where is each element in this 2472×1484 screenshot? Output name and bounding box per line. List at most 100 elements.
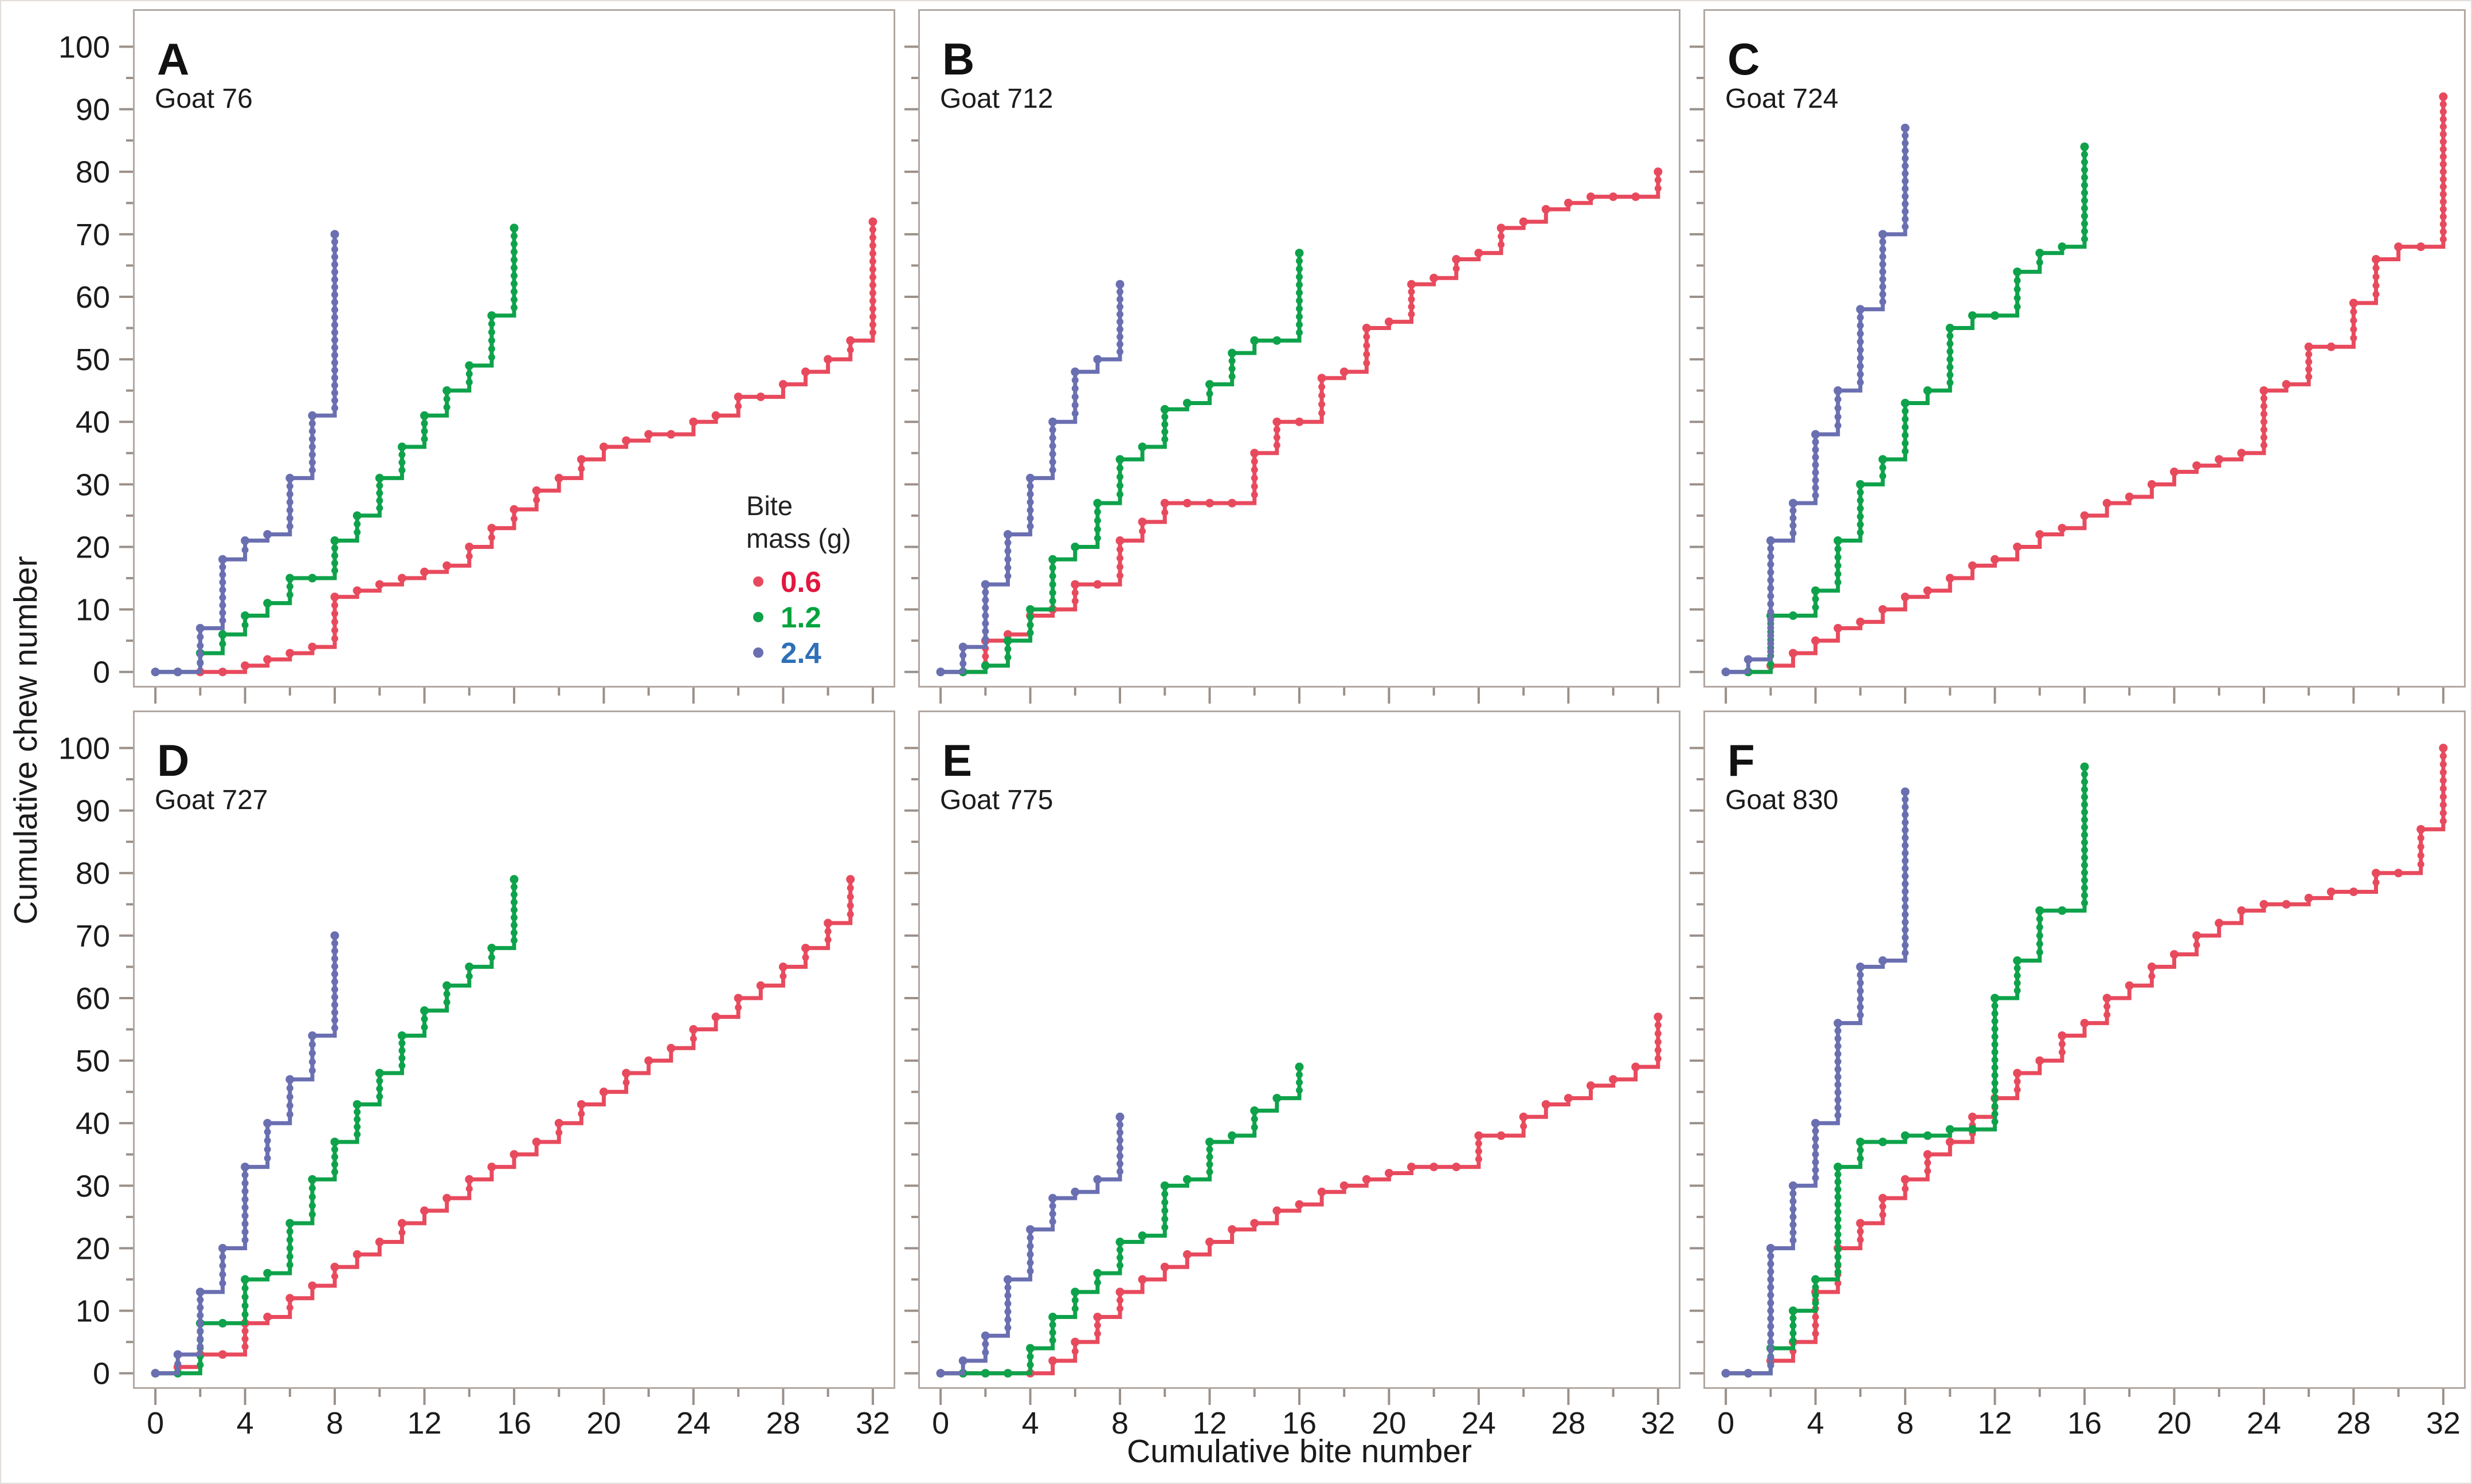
data-point: [1160, 405, 1169, 414]
data-point: [599, 1088, 608, 1097]
data-point: [532, 486, 541, 495]
legend-title-line1: Bite: [746, 490, 793, 521]
data-point: [1811, 1275, 1820, 1284]
chew-dot: [2081, 794, 2088, 801]
data-point: [1228, 348, 1237, 358]
data-point: [263, 1269, 272, 1278]
chew-dot: [2081, 884, 2088, 892]
chew-dot: [1812, 595, 1819, 603]
data-point: [1564, 198, 1573, 207]
chew-dot: [488, 345, 495, 352]
x-tick-label: 20: [1372, 1406, 1406, 1440]
x-tick-label: 12: [407, 1406, 441, 1440]
chew-dot: [1139, 528, 1146, 535]
chew-dot: [331, 268, 339, 276]
chew-dot: [511, 264, 518, 272]
data-point: [689, 417, 698, 426]
data-point: [1295, 1062, 1304, 1071]
legend-entry-2.4: 2.4: [746, 635, 930, 670]
chew-dot: [1902, 223, 1909, 230]
chew-dot: [2439, 183, 2447, 190]
data-point: [465, 542, 474, 551]
chew-dot: [1834, 1193, 1842, 1200]
chew-dot: [2193, 941, 2200, 949]
chew-dot: [1902, 132, 1909, 139]
chew-dot: [1206, 1146, 1213, 1153]
data-point: [1721, 1369, 1730, 1378]
chew-dot: [1991, 1079, 1999, 1087]
chew-dot: [1834, 1246, 1842, 1253]
data-point: [1496, 223, 1506, 233]
chew-dot: [511, 883, 518, 890]
y-tick-label: 80: [76, 155, 110, 190]
data-point: [1160, 1262, 1169, 1271]
chew-dot: [2439, 131, 2447, 138]
chew-dot: [1834, 553, 1842, 561]
chew-dot: [1296, 273, 1303, 281]
data-point: [1295, 249, 1304, 258]
chew-dot: [1767, 1338, 1774, 1346]
chew-dot: [241, 1311, 249, 1318]
chew-dot: [2350, 334, 2357, 341]
chew-dot: [2013, 285, 2021, 293]
chew-dot: [331, 351, 339, 359]
chew-dot: [1116, 1137, 1124, 1144]
chew-dot: [286, 1228, 293, 1235]
chew-dot: [1049, 1210, 1056, 1218]
chew-dot: [1834, 1171, 1842, 1178]
chew-dot: [354, 520, 361, 528]
y-tick-label: 40: [76, 1106, 110, 1141]
y-tick-label: 40: [76, 405, 110, 439]
chew-dot: [354, 1116, 361, 1123]
chew-dot: [1116, 563, 1124, 571]
chew-dot: [1834, 1058, 1842, 1065]
chew-dot: [331, 306, 339, 313]
chew-dot: [1879, 472, 1886, 480]
chew-dot: [2439, 198, 2447, 206]
data-point: [465, 361, 474, 370]
chew-dot: [1812, 1151, 1819, 1158]
chew-dot: [331, 1009, 339, 1016]
chew-dot: [1408, 296, 1415, 303]
chew-dot: [1094, 1330, 1101, 1337]
chew-dot: [1991, 1018, 1999, 1025]
data-point: [487, 524, 496, 533]
chew-dot: [1834, 1238, 1842, 1246]
chew-dot: [1834, 422, 1842, 429]
chew-dot: [1856, 505, 1864, 512]
chew-dot: [197, 1312, 204, 1319]
chew-dot: [331, 994, 339, 1001]
chew-dot: [1789, 1206, 1797, 1213]
chew-dot: [398, 1047, 406, 1054]
chew-dot: [1654, 1038, 1662, 1046]
chew-dot: [511, 515, 518, 523]
chew-dot: [398, 1062, 406, 1069]
chew-dot: [2081, 771, 2088, 778]
data-point: [1991, 994, 2000, 1003]
chew-dot: [1924, 1159, 1932, 1167]
chew-dot: [308, 466, 316, 474]
chew-dot: [219, 609, 226, 617]
chew-dot: [465, 1185, 473, 1192]
chew-dot: [488, 320, 495, 328]
chew-dot: [1654, 1055, 1662, 1062]
chew-dot: [308, 1050, 316, 1057]
chew-dot: [286, 498, 293, 506]
chew-dot: [1027, 614, 1034, 621]
chew-dot: [197, 1335, 204, 1342]
data-point: [1788, 498, 1797, 508]
chew-dot: [331, 276, 339, 283]
data-point: [1115, 280, 1125, 289]
data-point: [2080, 142, 2089, 151]
data-point: [2125, 492, 2134, 501]
chew-dot: [511, 288, 518, 296]
chew-dot: [1767, 1276, 1774, 1283]
chew-dot: [2081, 854, 2088, 861]
chew-dot: [1004, 654, 1012, 661]
chew-dot: [1856, 379, 1864, 386]
chew-dot: [1767, 1354, 1774, 1361]
chew-dot: [1789, 1314, 1797, 1322]
legend-entry-1.2: 1.2: [746, 599, 930, 635]
